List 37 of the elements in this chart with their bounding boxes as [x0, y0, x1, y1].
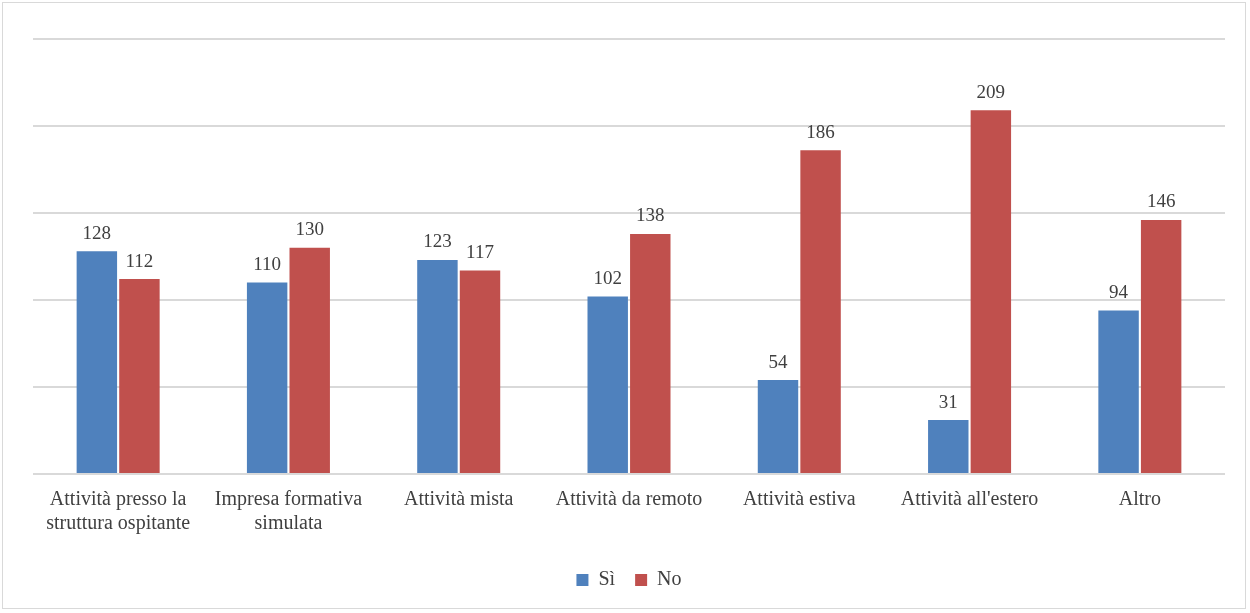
x-tick-label: Attività mista: [404, 487, 514, 510]
data-label: 112: [125, 249, 154, 271]
data-label: 102: [593, 267, 622, 288]
data-label: 31: [938, 390, 958, 412]
legend-label: No: [657, 567, 682, 590]
bar: [119, 279, 160, 473]
data-label: 117: [466, 240, 494, 262]
bar: [289, 247, 330, 473]
x-tick-label: Altro: [1118, 487, 1161, 510]
data-label: 110: [253, 253, 282, 275]
data-label: 209: [976, 80, 1006, 102]
bar: [459, 270, 501, 473]
data-label: 146: [1146, 190, 1176, 212]
data-label: 186: [806, 120, 835, 142]
bar: [800, 150, 841, 473]
x-tick-label: Attività presso la struttura ospitante: [46, 487, 191, 535]
bar: [757, 380, 799, 473]
data-label: 123: [423, 230, 452, 252]
x-tick-label: Impresa formativa simulata: [214, 487, 363, 534]
x-tick-label: Attività estiva: [742, 487, 856, 510]
data-label: 94: [1109, 280, 1129, 302]
bar: [970, 110, 1012, 473]
bar: [928, 420, 969, 473]
legend-label: Sì: [598, 567, 616, 590]
bar: [1098, 310, 1139, 473]
bar: [587, 296, 628, 473]
bar: [630, 233, 671, 473]
bar: [76, 251, 118, 473]
bar: [1140, 219, 1182, 473]
data-label: 130: [295, 218, 324, 240]
bar: [246, 282, 288, 473]
data-label: 54: [768, 350, 788, 372]
x-tick-label: Attività da remoto: [555, 487, 703, 510]
data-label: 128: [82, 221, 112, 243]
x-tick-label: Attività all'estero: [900, 487, 1039, 510]
data-label: 138: [636, 204, 665, 226]
bar: [417, 259, 458, 473]
